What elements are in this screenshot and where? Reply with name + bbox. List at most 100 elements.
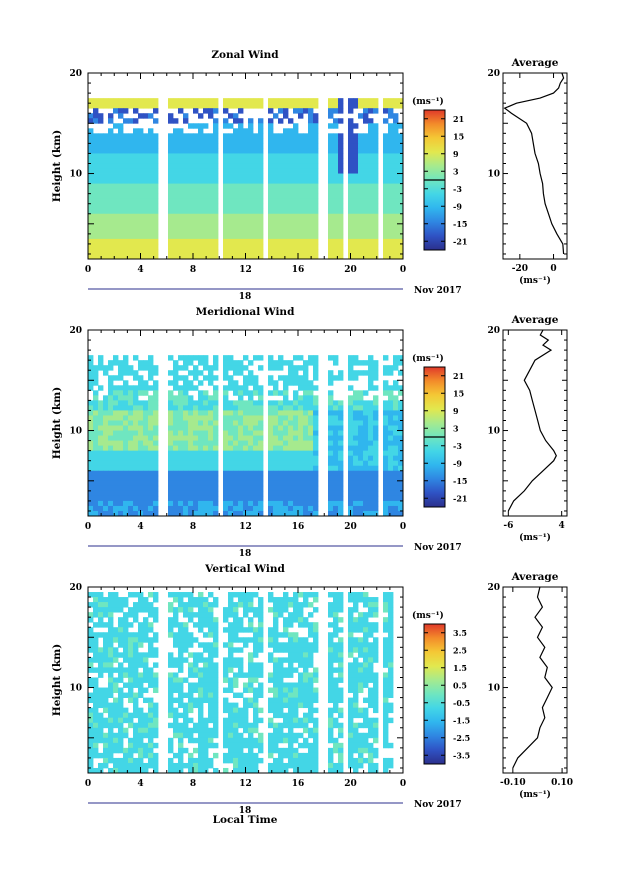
heatmap-cell: [223, 390, 229, 396]
heatmap-cell: [148, 113, 154, 119]
heatmap-cell: [303, 642, 309, 648]
heatmap-cell: [93, 218, 99, 225]
heatmap-cell: [118, 400, 124, 406]
heatmap-cell: [198, 597, 204, 603]
heatmap-cell: [303, 385, 309, 391]
heatmap-cell: [358, 687, 364, 693]
heatmap-cell: [248, 208, 254, 215]
heatmap-cell: [278, 495, 284, 502]
heatmap-cell: [108, 430, 114, 436]
heatmap-cell: [268, 652, 274, 658]
heatmap-cell: [298, 153, 304, 159]
heatmap-cell: [198, 113, 204, 119]
heatmap-cell: [298, 622, 304, 628]
heatmap-cell: [313, 490, 319, 497]
heatmap-cell: [93, 647, 99, 653]
heatmap-cell: [143, 415, 149, 421]
heatmap-cell: [178, 757, 184, 764]
heatmap-cell: [288, 475, 294, 482]
heatmap-cell: [233, 128, 239, 134]
heatmap-cell: [123, 727, 129, 734]
heatmap-cell: [353, 622, 359, 628]
heatmap-cell: [203, 757, 209, 764]
heatmap-cell: [288, 692, 294, 698]
heatmap-cell: [203, 632, 209, 638]
heatmap-cell: [223, 123, 229, 129]
heatmap-cell: [103, 717, 109, 724]
heatmap-cell: [98, 203, 104, 210]
heatmap-cell: [138, 662, 144, 668]
heatmap-cell: [188, 168, 194, 174]
heatmap-cell: [168, 455, 174, 462]
heatmap-cell: [168, 707, 174, 714]
heatmap-cell: [168, 143, 174, 149]
heatmap-cell: [313, 370, 319, 376]
heatmap-cell: [373, 410, 379, 416]
heatmap-cell: [308, 158, 314, 164]
heatmap-cell: [198, 143, 204, 149]
heatmap-cell: [348, 440, 354, 447]
heatmap-cell: [198, 470, 204, 477]
heatmap-cell: [118, 238, 124, 245]
heatmap-cell: [173, 193, 179, 200]
heatmap-cell: [258, 440, 264, 447]
heatmap-cell: [338, 455, 344, 462]
heatmap-cell: [358, 420, 364, 426]
heatmap-cell: [118, 677, 124, 683]
heatmap-cell: [258, 757, 264, 764]
heatmap-cell: [303, 233, 309, 240]
heatmap-cell: [243, 193, 249, 200]
heatmap-cell: [103, 747, 109, 754]
heatmap-cell: [388, 485, 394, 492]
heatmap-cell: [233, 400, 239, 406]
heatmap-cell: [273, 465, 279, 472]
heatmap-cell: [308, 103, 314, 109]
heatmap-cell: [243, 365, 249, 371]
heatmap-cell: [293, 702, 299, 709]
heatmap-cell: [88, 682, 94, 688]
heatmap-cell: [148, 505, 154, 512]
heatmap-cell: [193, 602, 199, 608]
heatmap-cell: [243, 460, 249, 467]
heatmap-cell: [243, 455, 249, 462]
heatmap-cell: [133, 128, 139, 134]
heatmap-cell: [238, 692, 244, 698]
heatmap-cell: [203, 158, 209, 164]
heatmap-cell: [348, 183, 354, 190]
heatmap-cell: [373, 747, 379, 754]
heatmap-cell: [193, 657, 199, 663]
heatmap-cell: [133, 742, 139, 749]
heatmap-cell: [308, 460, 314, 467]
heatmap-cell: [238, 123, 244, 129]
heatmap-cell: [233, 732, 239, 739]
heatmap-cell: [308, 450, 314, 457]
heatmap-cell: [103, 405, 109, 411]
heatmap-cell: [258, 213, 264, 220]
heatmap-cell: [388, 702, 394, 709]
heatmap-cell: [118, 415, 124, 421]
heatmap-cell: [148, 193, 154, 200]
heatmap-cell: [283, 435, 289, 441]
heatmap-cell: [113, 450, 119, 457]
heatmap-cell: [123, 485, 129, 492]
heatmap-cell: [198, 390, 204, 396]
heatmap-cell: [338, 495, 344, 502]
colorbar-tick-label: 3: [453, 166, 459, 176]
heatmap-cell: [348, 133, 354, 139]
heatmap-cell: [298, 395, 304, 401]
heatmap-cell: [363, 672, 369, 678]
heatmap-cell: [298, 188, 304, 195]
heatmap-cell: [253, 712, 259, 719]
heatmap-cell: [208, 617, 214, 623]
heatmap-cell: [383, 495, 389, 502]
heatmap-cell: [88, 450, 94, 457]
heatmap-cell: [98, 617, 104, 623]
heatmap-cell: [303, 375, 309, 381]
heatmap-cell: [148, 602, 154, 608]
heatmap-cell: [358, 712, 364, 719]
heatmap-cell: [113, 440, 119, 447]
heatmap-cell: [123, 365, 129, 371]
heatmap-cell: [198, 607, 204, 613]
heatmap-cell: [388, 188, 394, 195]
heatmap-cell: [88, 612, 94, 618]
